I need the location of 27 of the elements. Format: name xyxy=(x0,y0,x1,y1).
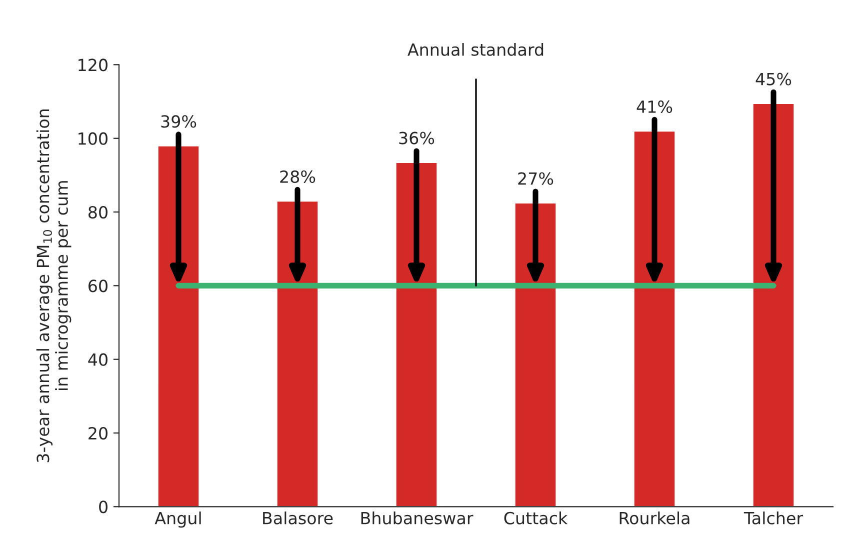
x-tick-label: Angul xyxy=(154,512,201,528)
x-tick-label: Cuttack xyxy=(504,512,568,524)
annotation: 41% xyxy=(636,100,672,114)
x-tick-label: Balasore xyxy=(263,512,333,524)
annotation: 45% xyxy=(756,72,792,86)
annotation: 39% xyxy=(161,115,196,128)
bar xyxy=(394,162,438,507)
bar xyxy=(276,200,320,507)
x-tick-label: Bhubaneswar xyxy=(361,512,474,524)
bar xyxy=(752,102,796,507)
y-tick-label: 100 xyxy=(78,132,108,145)
bar xyxy=(156,145,200,507)
annotation: 28% xyxy=(280,170,316,183)
y-tick-label: 120 xyxy=(78,58,108,72)
x-tick-label: Rourkela xyxy=(620,512,690,524)
y-tick-label: 80 xyxy=(88,206,108,219)
y-tick-label: 60 xyxy=(88,280,108,292)
y-tick-label: 20 xyxy=(88,426,108,440)
bar xyxy=(632,130,676,507)
bar xyxy=(514,202,558,507)
y-tick-label: 40 xyxy=(88,353,108,366)
y-tick-label: 0 xyxy=(99,500,108,514)
annotation: 36% xyxy=(399,132,434,144)
annotation: 27% xyxy=(518,172,554,185)
y-axis-title: 3-year annual average PM$_{10}$ concentration in microgramme per cum xyxy=(36,109,72,462)
x-tick-label: Talcher xyxy=(744,512,804,524)
text: Annual standard xyxy=(408,43,544,56)
